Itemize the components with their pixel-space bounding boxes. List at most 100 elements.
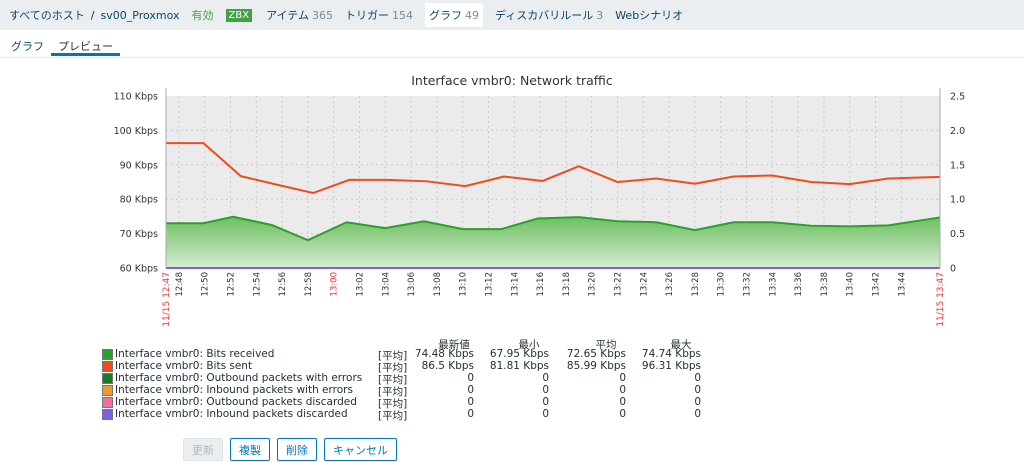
nav-triggers-count: 154: [391, 9, 413, 22]
legend-value-last: 0: [467, 408, 474, 420]
legend-item-function: [平均]: [378, 398, 408, 410]
form-buttons: 更新 複製 削除 キャンセル: [183, 438, 397, 461]
x-tick-label: 13:24: [639, 272, 649, 297]
cancel-button[interactable]: キャンセル: [324, 438, 397, 461]
nav-graphs-label: グラフ: [428, 9, 462, 22]
legend-header-avg: 平均: [595, 339, 617, 351]
legend-value-last: 0: [467, 384, 474, 396]
legend-value-avg: 0: [619, 408, 626, 420]
x-tick-label: 13:12: [485, 272, 495, 297]
x-tick-label: 13:38: [820, 272, 830, 297]
tab-bar: グラフ プレビュー: [0, 30, 1024, 58]
breadcrumb-separator: /: [90, 8, 95, 22]
tab-preview[interactable]: プレビュー: [58, 40, 113, 53]
nav-discovery-label: ディスカバリルール: [494, 9, 594, 22]
x-tick-label: 13:22: [614, 272, 624, 297]
x-tick-label: 13:06: [407, 272, 417, 297]
legend-header-last: 最新値: [438, 339, 470, 351]
legend-item: Interface vmbr0: Bits received [平均] 74.48…: [102, 348, 722, 362]
legend-value-avg: 0: [619, 396, 626, 408]
legend-item-function: [平均]: [378, 350, 408, 362]
legend-item-function: [平均]: [378, 374, 408, 386]
x-tick-label: 13:28: [691, 272, 701, 297]
x-tick-label: 12:58: [304, 272, 314, 297]
legend-item: Interface vmbr0: Inbound packets with er…: [102, 384, 722, 398]
tab-graph[interactable]: グラフ: [11, 40, 44, 53]
nav-triggers[interactable]: トリガー 154: [345, 7, 413, 23]
legend-item-name: Interface vmbr0: Inbound packets discard…: [115, 408, 348, 420]
legend-item-function: [平均]: [378, 386, 408, 398]
legend-header-min: 最小: [518, 339, 540, 351]
legend-item: Interface vmbr0: Bits sent [平均] 86.5 Kbps…: [102, 360, 722, 374]
series-line-0: [166, 142, 941, 195]
clone-button[interactable]: 複製: [230, 438, 270, 461]
x-tick-label: 13:18: [562, 272, 572, 297]
legend-item-name: Interface vmbr0: Bits sent: [115, 360, 253, 372]
legend-color-swatch: [102, 373, 113, 384]
x-tick-label: 12:50: [201, 272, 211, 297]
x-end-label: 11/15 13:47: [936, 272, 946, 327]
x-tick-label: 12:56: [278, 272, 288, 297]
x-tick-label: 13:20: [588, 272, 598, 297]
legend-value-min: 67.95 Kbps: [489, 348, 549, 360]
legend-value-min: 0: [542, 396, 549, 408]
network-traffic-chart: Interface vmbr0: Network traffic 60 Kbps 0…: [114, 73, 966, 327]
nav-discovery-count: 3: [596, 9, 604, 22]
y-tick-label-right: 2.0: [950, 126, 965, 137]
y-tick-label-left: 60 Kbps: [120, 264, 158, 275]
series-line-1: [166, 215, 941, 242]
legend-value-min: 0: [542, 408, 549, 420]
x-tick-label: 13:30: [717, 272, 727, 297]
host-status[interactable]: 有効: [191, 9, 214, 22]
nav-triggers-label: トリガー: [344, 9, 389, 22]
breadcrumb-host[interactable]: sv00_Proxmox: [100, 8, 180, 22]
delete-button[interactable]: 削除: [277, 438, 317, 461]
x-tick-label: 13:26: [665, 272, 675, 297]
x-tick-label: 12:52: [227, 272, 237, 297]
legend-item-function: [平均]: [378, 410, 408, 422]
y-tick-label-right: 0: [950, 264, 956, 275]
nav-items[interactable]: アイテム 365: [266, 7, 333, 23]
legend-item-name: Interface vmbr0: Bits received: [115, 348, 275, 360]
x-tick-label: 12:48: [175, 272, 185, 297]
nav-web-scenarios[interactable]: Webシナリオ: [615, 9, 684, 22]
legend-header-max: 最大: [670, 339, 692, 351]
legend-value-max: 0: [694, 396, 701, 408]
x-tick-label: 13:14: [510, 272, 520, 297]
y-tick-label-left: 100 Kbps: [114, 126, 158, 137]
active-tab-indicator: [51, 53, 120, 56]
nav-discovery[interactable]: ディスカバリルール 3: [495, 7, 603, 23]
y-tick-label-right: 1.0: [950, 195, 965, 206]
series-area-1: [166, 216, 940, 268]
breadcrumb-all-hosts[interactable]: すべてのホスト: [9, 9, 85, 22]
legend-value-avg: 0: [619, 384, 626, 396]
x-tick-label: 13:44: [897, 272, 907, 297]
legend-item: Interface vmbr0: Inbound packets discard…: [102, 408, 722, 422]
x-tick-label: 13:10: [459, 272, 469, 297]
legend-value-last: 0: [467, 372, 474, 384]
legend-value-min: 0: [542, 384, 549, 396]
x-tick-label: 13:02: [356, 272, 366, 297]
y-tick-label-left: 80 Kbps: [120, 195, 158, 206]
x-tick-label: 13:04: [381, 272, 391, 297]
legend-value-max: 0: [694, 372, 701, 384]
legend-color-swatch: [102, 385, 113, 396]
legend-value-max: 0: [694, 384, 701, 396]
legend-item: Interface vmbr0: Outbound packets with e…: [102, 372, 722, 386]
host-navigation: すべてのホスト / sv00_Proxmox 有効 ZBX アイテム 365 トリ…: [0, 0, 1024, 30]
x-tick-label: 13:40: [846, 272, 856, 297]
x-tick-label: 13:36: [794, 272, 804, 297]
x-tick-label: 13:00: [330, 272, 340, 297]
legend-value-avg: 72.65 Kbps: [566, 348, 626, 360]
y-tick-label-left: 70 Kbps: [120, 229, 158, 240]
nav-items-count: 365: [311, 9, 333, 22]
chart-title: Interface vmbr0: Network traffic: [411, 73, 613, 88]
x-tick-label: 12:54: [252, 272, 262, 297]
nav-graphs[interactable]: グラフ 49: [424, 3, 483, 27]
x-start-label: 11/15 12:47: [162, 272, 172, 327]
legend-item-name: Interface vmbr0: Inbound packets with er…: [115, 384, 353, 396]
legend-value-min: 0: [542, 372, 549, 384]
legend-item-name: Interface vmbr0: Outbound packets discar…: [115, 396, 357, 408]
y-tick-label-right: 0.5: [950, 229, 965, 240]
zbx-availability-badge: ZBX: [225, 8, 253, 22]
